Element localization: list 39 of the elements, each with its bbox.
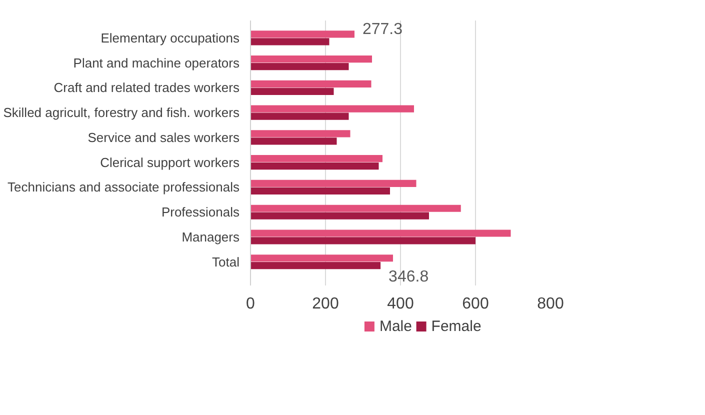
bar [250,212,429,220]
x-tick-label: 600 [462,296,489,312]
y-tick-label: Elementary occupations [100,30,240,46]
data-label: 277.3 [362,20,403,38]
bar [250,187,390,194]
bar [250,38,330,46]
bar [250,155,382,162]
bar [250,138,337,145]
bar [250,105,414,112]
bar [250,56,372,63]
bar [250,62,349,70]
x-tick-label: 800 [537,296,564,312]
bar [250,30,354,38]
y-tick-label: Managers [182,229,240,244]
y-tick-label: Professionals [161,204,240,220]
y-tick-label: Skilled agricult, forestry and fish. workers [3,105,240,120]
bar [250,204,461,212]
bar [250,162,379,170]
bar [250,237,476,244]
y-tick-label: Technicians and associate professionals [8,180,240,195]
bar [250,262,381,270]
legend-label: Female [431,318,482,335]
bar [250,88,334,95]
y-tick-label: Craft and related trades workers [54,80,240,96]
bar [250,180,416,188]
y-tick-label: Total [212,254,240,270]
bar [250,80,372,88]
legend-label: Male [379,318,412,335]
y-tick-label: Service and sales workers [88,130,240,145]
bar [250,130,350,138]
bar [250,230,511,237]
bar [250,254,393,262]
y-tick-label: Clerical support workers [100,154,240,170]
x-tick-label: 400 [387,296,414,312]
x-tick-label: 0 [246,296,256,312]
data-label: 346.8 [388,268,429,286]
x-tick-label: 200 [312,296,339,312]
y-tick-label: Plant and machine operators [73,55,240,70]
bar [250,112,349,120]
